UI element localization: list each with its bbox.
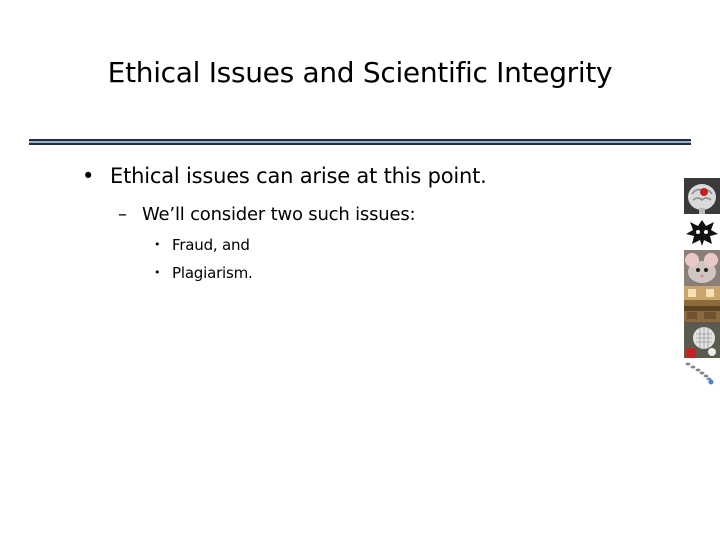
inkblot-icon	[684, 214, 720, 250]
bullet-text: Fraud, and	[172, 236, 250, 254]
bullet-level1: • Ethical issues can arise at this point.	[82, 164, 487, 188]
bullet-level3-plagiarism: • Plagiarism.	[154, 264, 253, 282]
lab-room-icon	[684, 286, 720, 322]
robot-head-icon	[684, 322, 720, 358]
mouse-icon	[684, 250, 720, 286]
title-divider-highlight	[29, 141, 691, 143]
slide-title: Ethical Issues and Scientific Integrity	[107, 56, 613, 89]
bullet-level3-fraud: • Fraud, and	[154, 236, 250, 254]
bullet-marker: •	[154, 238, 161, 251]
bullet-list: • Ethical issues can arise at this point.…	[82, 164, 487, 282]
bullet-text: Ethical issues can arise at this point.	[110, 164, 487, 188]
bullet-text: Plagiarism.	[172, 264, 253, 282]
thumbnail-strip	[684, 178, 720, 394]
chain-icon	[684, 358, 720, 394]
bullet-marker: •	[154, 266, 161, 279]
bullet-text: We’ll consider two such issues:	[142, 204, 416, 225]
brain-icon	[684, 178, 720, 214]
bullet-marker: •	[82, 164, 95, 188]
dash-marker: –	[118, 204, 127, 225]
bullet-level2: – We’ll consider two such issues:	[118, 204, 416, 225]
